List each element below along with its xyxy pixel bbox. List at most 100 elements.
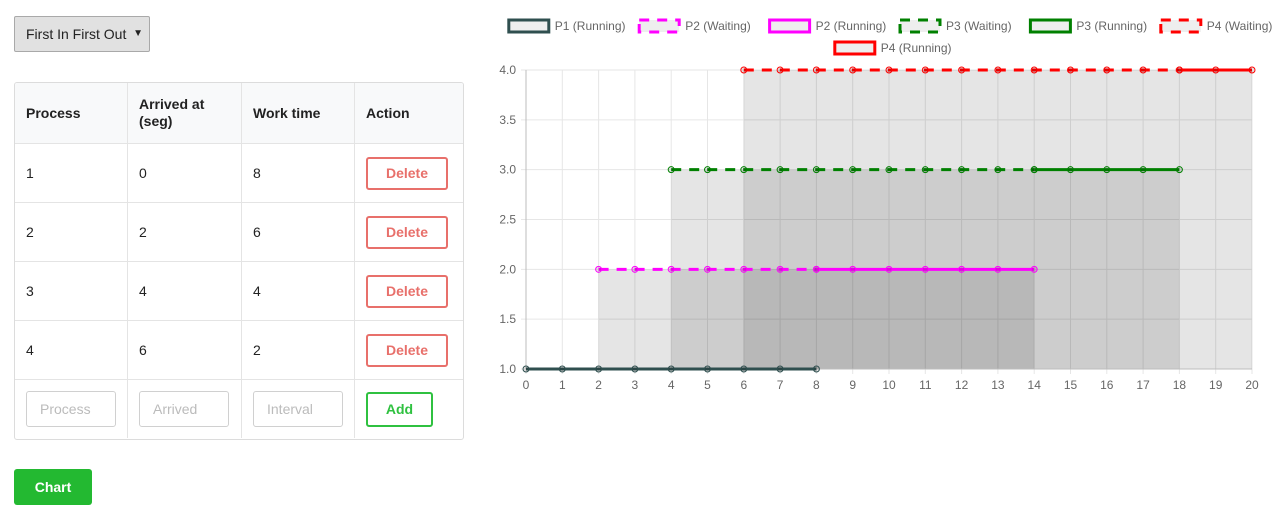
legend-swatch: [833, 40, 877, 56]
data-point: [958, 265, 966, 273]
legend-label: P1 (Running): [555, 19, 626, 33]
x-tick-label: 15: [1064, 378, 1078, 392]
data-point: [667, 265, 675, 273]
series-area: [598, 269, 817, 369]
data-point: [885, 265, 893, 273]
legend-swatch: [1028, 18, 1072, 34]
table-row: 2 2 6 Delete: [15, 202, 463, 262]
data-point: [958, 66, 966, 74]
data-point: [740, 365, 748, 373]
delete-button[interactable]: Delete: [366, 156, 448, 190]
y-tick-label: 4.0: [499, 63, 516, 77]
add-button[interactable]: Add: [366, 391, 433, 427]
y-tick-label: 1.5: [499, 312, 516, 326]
x-tick-label: 9: [849, 378, 856, 392]
x-tick-label: 14: [1028, 378, 1042, 392]
legend-item: P4 (Waiting): [1159, 18, 1273, 34]
legend-label: P3 (Waiting): [946, 19, 1012, 33]
series-area: [1179, 70, 1252, 369]
data-point: [1212, 66, 1220, 74]
data-point: [1067, 66, 1074, 74]
data-point: [704, 265, 711, 273]
data-point: [1175, 66, 1183, 74]
cell-work-time: 6: [241, 202, 355, 262]
header-action: Action: [354, 83, 463, 144]
table-row: 1 0 8 Delete: [15, 143, 463, 203]
data-point: [631, 265, 639, 273]
x-tick-label: 16: [1100, 378, 1114, 392]
data-point: [522, 365, 530, 373]
x-tick-label: 20: [1245, 378, 1259, 392]
new-process-row: Add: [15, 379, 463, 438]
process-timeline-chart: P1 (Running) P2 (Waiting) P2 (Running) P3 (…: [499, 18, 1273, 392]
legend-label: P4 (Running): [881, 41, 952, 55]
y-tick-label: 3.5: [499, 113, 516, 127]
data-point: [958, 166, 966, 174]
x-tick-label: 11: [919, 378, 932, 392]
data-point: [994, 166, 1002, 174]
legend-label: P4 (Waiting): [1207, 19, 1273, 33]
data-point: [885, 166, 893, 174]
legend-swatch: [637, 18, 681, 34]
data-point: [740, 166, 748, 174]
header-process: Process: [15, 83, 128, 144]
legend-item: P4 (Running): [833, 40, 952, 56]
x-tick-label: 17: [1136, 378, 1150, 392]
x-tick-label: 1: [559, 378, 566, 392]
legend-item: P1 (Running): [507, 18, 626, 34]
x-tick-label: 3: [632, 378, 639, 392]
data-point: [776, 66, 784, 74]
data-point: [1139, 166, 1147, 174]
data-point: [558, 365, 566, 373]
arrived-input[interactable]: [139, 391, 229, 427]
series-area: [1034, 169, 1180, 369]
data-point: [1175, 166, 1183, 174]
algorithm-select[interactable]: First In First Out ▼: [14, 16, 150, 52]
legend-item: P2 (Running): [768, 18, 887, 34]
x-tick-label: 2: [595, 378, 602, 392]
header-work-time: Work time: [241, 83, 355, 144]
series-area: [816, 269, 1035, 369]
chart-button[interactable]: Chart: [14, 469, 92, 505]
table-header-row: Process Arrived at (seg) Work time Actio…: [15, 83, 463, 144]
data-point: [885, 66, 893, 74]
data-point: [776, 365, 784, 373]
data-point: [667, 166, 675, 174]
table-row: 3 4 4 Delete: [15, 261, 463, 321]
data-point: [1030, 265, 1038, 273]
delete-button[interactable]: Delete: [366, 333, 448, 367]
legend-label: P2 (Running): [816, 19, 887, 33]
x-tick-label: 12: [955, 378, 969, 392]
chart-legend: P1 (Running) P2 (Waiting) P2 (Running) P3 (…: [507, 18, 1273, 56]
interval-input[interactable]: [253, 391, 343, 427]
x-tick-label: 5: [704, 378, 711, 392]
x-tick-label: 4: [668, 378, 675, 392]
data-point: [849, 66, 857, 74]
cell-arrived: 0: [127, 143, 242, 203]
x-tick-label: 8: [813, 378, 820, 392]
delete-button[interactable]: Delete: [366, 274, 448, 308]
y-tick-label: 3.0: [499, 163, 516, 177]
data-point: [704, 166, 711, 174]
delete-button[interactable]: Delete: [366, 215, 448, 249]
data-point: [921, 265, 929, 273]
data-point: [921, 66, 929, 74]
data-point: [1103, 66, 1111, 74]
legend-label: P2 (Waiting): [685, 19, 751, 33]
data-point: [595, 265, 603, 273]
data-point: [994, 265, 1002, 273]
cell-work-time: 2: [241, 320, 355, 380]
x-tick-label: 18: [1173, 378, 1187, 392]
data-point: [776, 166, 784, 174]
algorithm-select-value: First In First Out: [26, 26, 127, 42]
legend-swatch: [898, 18, 942, 34]
y-tick-label: 2.0: [499, 262, 516, 276]
cell-work-time: 8: [241, 143, 355, 203]
data-point: [631, 365, 639, 373]
cell-process: 1: [15, 143, 128, 203]
data-point: [595, 365, 603, 373]
x-tick-label: 13: [991, 378, 1005, 392]
process-input[interactable]: [26, 391, 116, 427]
data-point: [812, 365, 820, 373]
data-point: [704, 365, 711, 373]
